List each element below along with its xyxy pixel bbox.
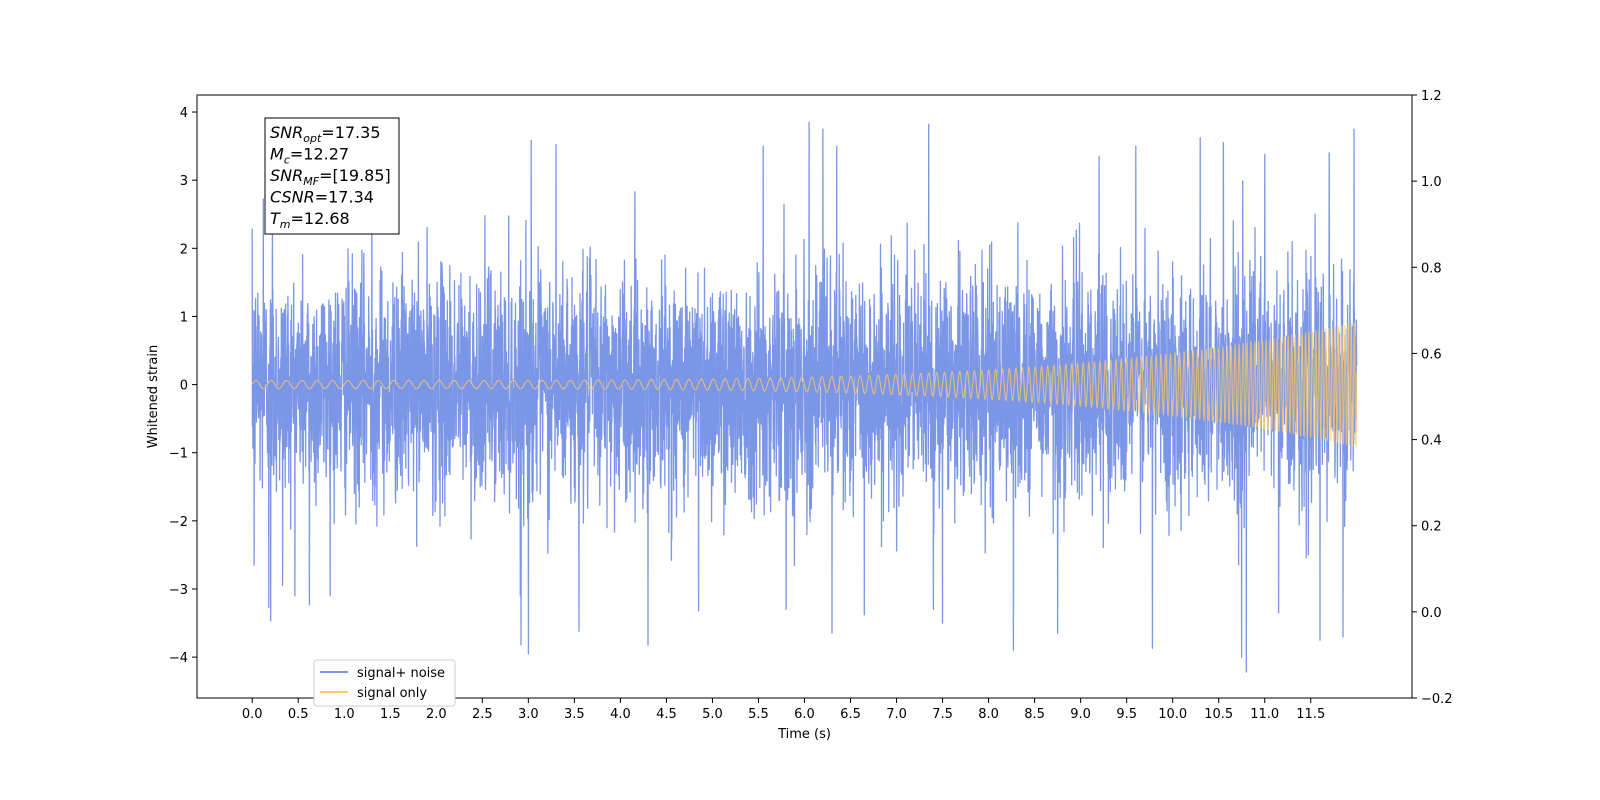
y-right-tick-label: 1.0 xyxy=(1421,175,1442,190)
x-tick-label: 10.5 xyxy=(1204,707,1233,722)
legend-box xyxy=(313,659,456,707)
annotation-box xyxy=(264,117,400,235)
y-tick-label: −1 xyxy=(169,447,188,462)
y-tick-label: 4 xyxy=(180,106,188,121)
legend-label-signal-only: signal only xyxy=(357,686,427,701)
x-tick-label: 5.5 xyxy=(748,707,769,722)
x-tick-label: 11.5 xyxy=(1296,707,1325,722)
x-tick-label: 0.0 xyxy=(242,707,263,722)
x-tick-label: 8.5 xyxy=(1024,707,1045,722)
x-tick-label: 2.5 xyxy=(472,707,493,722)
x-tick-label: 9.0 xyxy=(1070,707,1091,722)
x-tick-label: 8.0 xyxy=(978,707,999,722)
x-axis-ticks: 0.0 0.5 1.0 1.5 2.0 2.5 3.0 3.5 4.0 4.5 5.0 5.5 6.0 6… xyxy=(242,698,1325,722)
metrics-annotation-box: SNRopt=17.35Mc=12.27SNRMF=[19.85]CSNR=17… xyxy=(264,117,400,235)
y-tick-label: 0 xyxy=(180,379,188,394)
y-tick-label: −4 xyxy=(169,651,188,666)
legend: signal+ noise signal only xyxy=(313,659,456,707)
y-tick-label: 3 xyxy=(180,174,188,189)
y-tick-label: 2 xyxy=(180,242,188,257)
x-tick-label: 1.5 xyxy=(380,707,401,722)
legend-label-signal-plus-noise: signal+ noise xyxy=(357,666,445,681)
y-right-tick-label: 0.8 xyxy=(1421,261,1442,276)
x-tick-label: 10.0 xyxy=(1158,707,1187,722)
plot-area xyxy=(251,121,1358,673)
y-axis-label: Whitened strain xyxy=(146,345,161,448)
x-tick-label: 4.0 xyxy=(610,707,631,722)
y-right-tick-label: −0.2 xyxy=(1421,692,1453,707)
x-tick-label: 2.0 xyxy=(426,707,447,722)
y-axis-ticks-left: 4 3 2 1 0 −1 −2 −3 −4 xyxy=(169,106,197,666)
annotation-line: SNRMF=[19.85] xyxy=(270,166,391,188)
annotation-line: Tm=12.68 xyxy=(270,209,350,231)
x-tick-label: 0.5 xyxy=(288,707,309,722)
x-tick-label: 1.0 xyxy=(334,707,355,722)
x-tick-label: 7.5 xyxy=(932,707,953,722)
y-tick-label: 1 xyxy=(180,310,188,325)
y-right-tick-label: 0.6 xyxy=(1421,347,1442,362)
x-tick-label: 6.5 xyxy=(840,707,861,722)
y-right-tick-label: 0.0 xyxy=(1421,606,1442,621)
x-tick-label: 5.0 xyxy=(702,707,723,722)
x-tick-label: 7.0 xyxy=(886,707,907,722)
annotation-line: CSNR=17.34 xyxy=(270,188,374,207)
chirp-line xyxy=(251,322,1358,449)
y-right-tick-label: 0.2 xyxy=(1421,520,1442,535)
x-tick-label: 9.5 xyxy=(1116,707,1137,722)
x-tick-label: 4.5 xyxy=(656,707,677,722)
annotation-line: SNRopt=17.35 xyxy=(270,123,381,145)
annotation-line: Mc=12.27 xyxy=(270,145,349,167)
x-tick-label: 6.0 xyxy=(794,707,815,722)
y-axis-ticks-right: 1.2 1.0 0.8 0.6 0.4 0.2 0.0 −0.2 xyxy=(1412,89,1453,707)
y-right-tick-label: 1.2 xyxy=(1421,89,1442,104)
x-tick-label: 3.5 xyxy=(564,707,585,722)
y-right-tick-label: 0.4 xyxy=(1421,434,1442,449)
x-axis-label: Time (s) xyxy=(777,727,831,742)
x-tick-label: 3.0 xyxy=(518,707,539,722)
noise-line xyxy=(251,121,1358,673)
series-signal-plus-noise xyxy=(251,121,1358,673)
y-tick-label: −2 xyxy=(169,515,188,530)
x-tick-label: 11.0 xyxy=(1250,707,1279,722)
series-signal-only xyxy=(251,322,1358,449)
y-tick-label: −3 xyxy=(169,583,188,598)
